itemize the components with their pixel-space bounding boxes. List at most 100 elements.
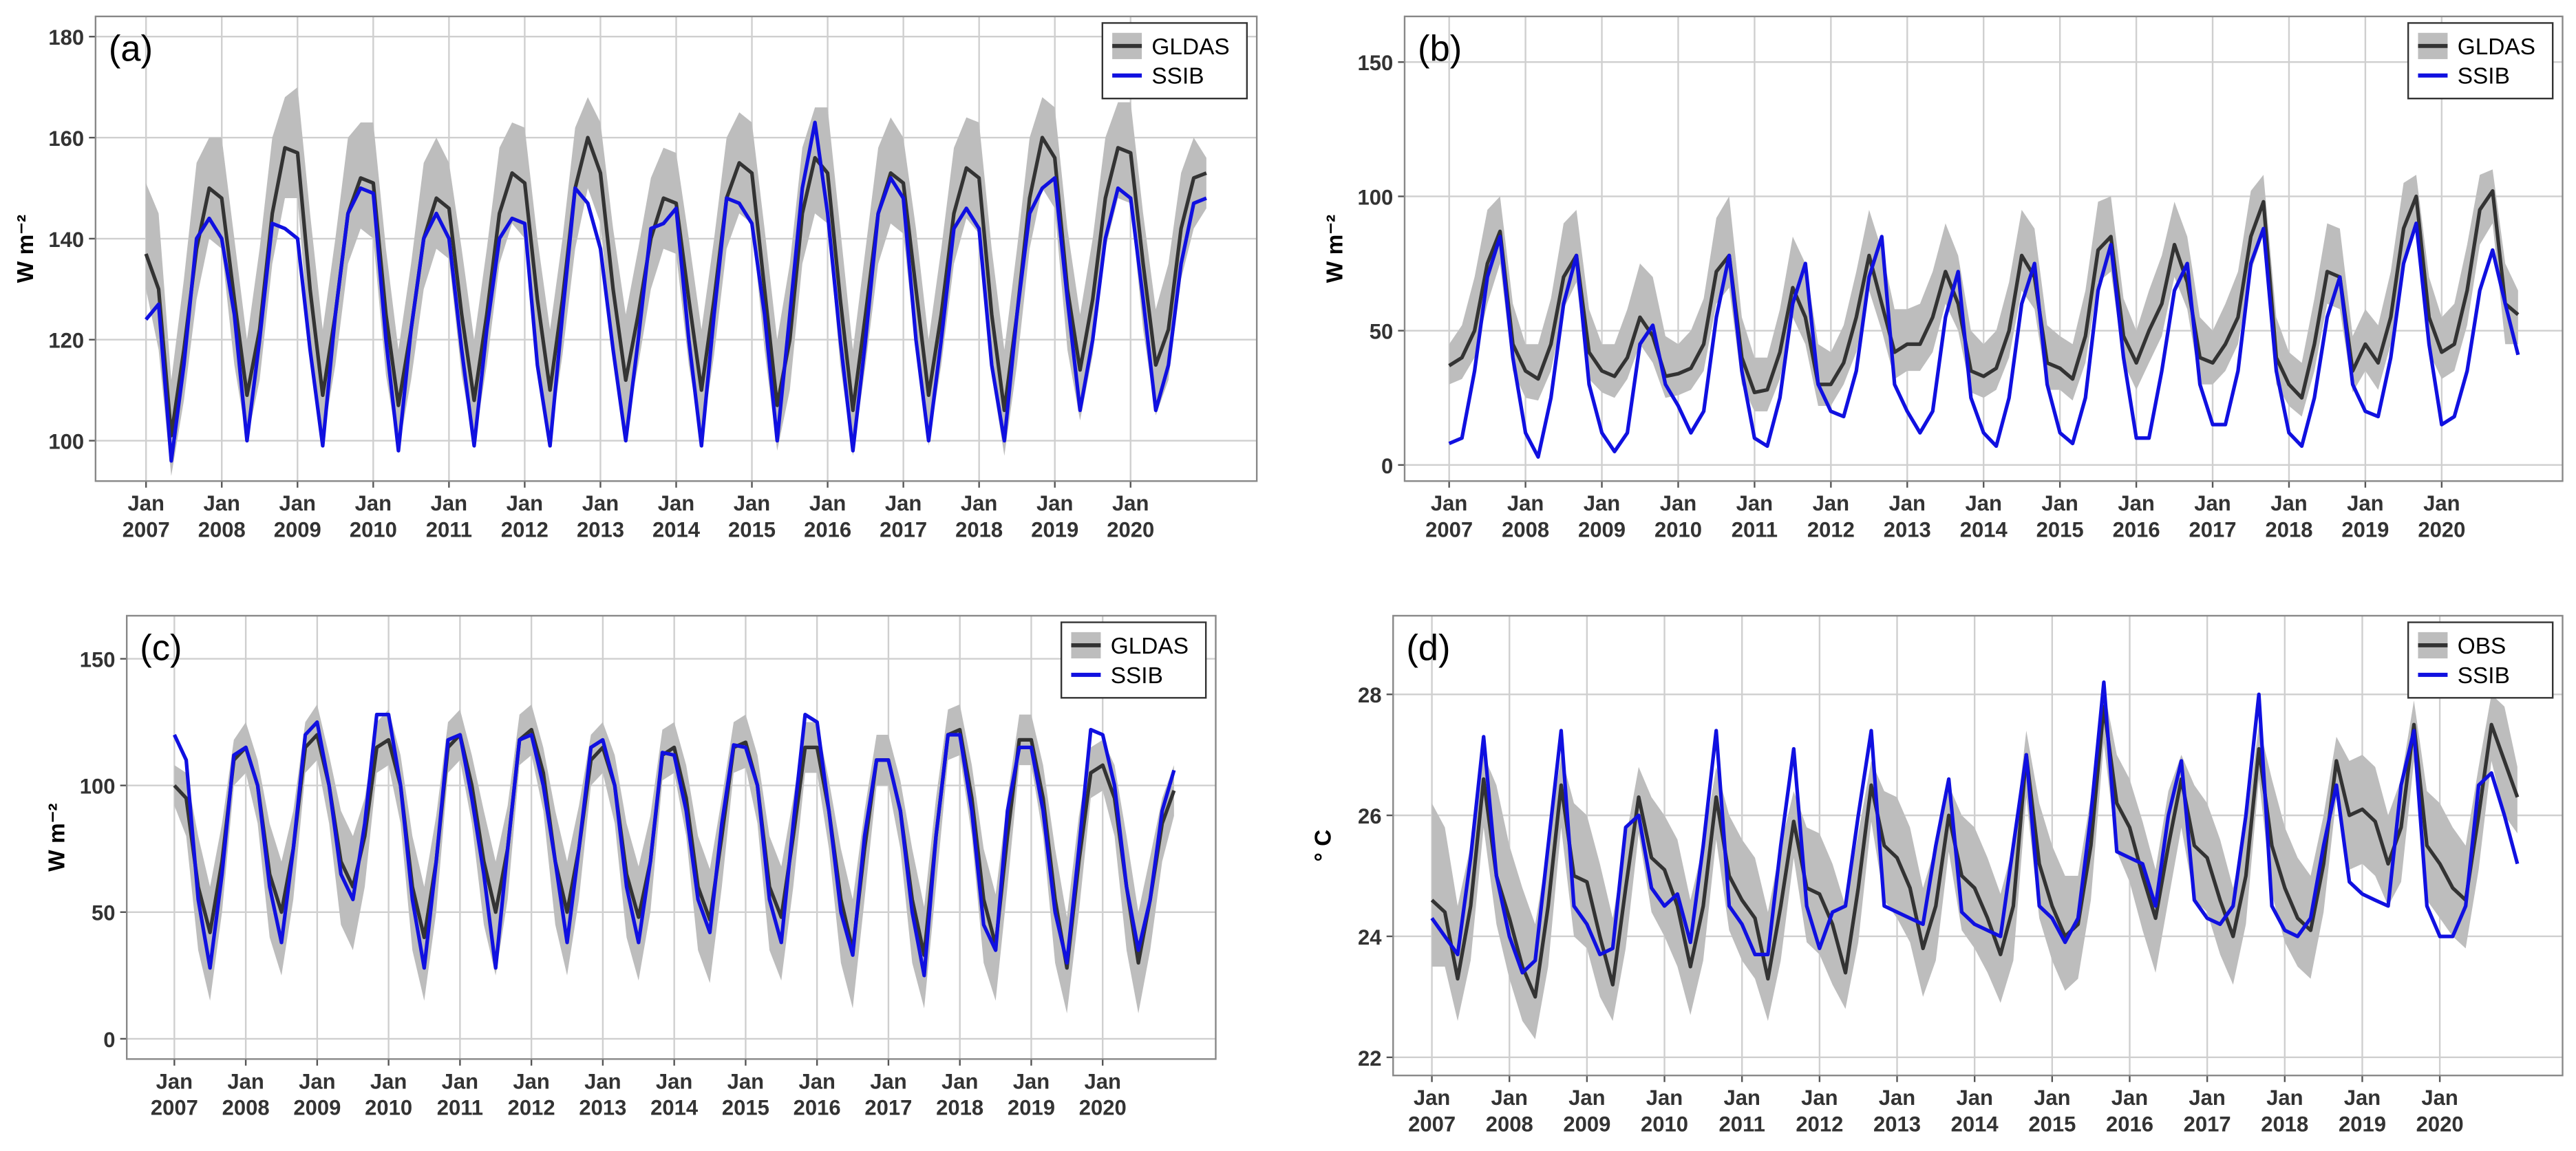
x-tick-label: Jan 2017 bbox=[880, 491, 927, 541]
uncertainty-band bbox=[1449, 169, 2518, 417]
x-tick-year: 2020 bbox=[1107, 517, 1154, 541]
x-tick-label: Jan 2012 bbox=[1796, 1086, 1843, 1136]
x-tick-year: 2009 bbox=[293, 1095, 341, 1119]
x-tick-month: Jan bbox=[1723, 1086, 1760, 1110]
x-tick-month: Jan bbox=[2421, 1086, 2458, 1110]
x-tick-label: Jan 2017 bbox=[2184, 1086, 2231, 1136]
y-tick-label: 100 bbox=[48, 429, 84, 453]
x-tick-month: Jan bbox=[1736, 491, 1773, 515]
x-tick-label: Jan 2011 bbox=[1732, 491, 1778, 541]
x-tick-label: Jan 2019 bbox=[1031, 491, 1078, 541]
x-tick-month: Jan bbox=[1584, 491, 1620, 515]
y-tick-label: 150 bbox=[80, 648, 116, 672]
x-tick-month: Jan bbox=[431, 491, 467, 515]
x-tick-month: Jan bbox=[1568, 1086, 1605, 1110]
plot-area bbox=[127, 615, 1216, 1059]
x-tick-year: 2008 bbox=[1502, 517, 1549, 541]
y-tick-label: 160 bbox=[48, 127, 84, 151]
y-tick-label: 150 bbox=[1357, 51, 1393, 75]
x-tick-year: 2020 bbox=[1079, 1095, 1127, 1119]
plot-frame bbox=[1403, 15, 2564, 482]
legend: GLDAS SSIB bbox=[1060, 621, 1207, 699]
y-tick-label: 100 bbox=[80, 775, 116, 799]
panel-label: (c) bbox=[140, 627, 182, 668]
x-tick-label: Jan 2014 bbox=[652, 491, 701, 541]
x-tick-month: Jan bbox=[507, 491, 543, 515]
y-tick-label: 120 bbox=[48, 329, 84, 353]
x-tick-year: 2013 bbox=[1873, 1112, 1921, 1136]
y-axis-label: W m⁻² bbox=[13, 215, 39, 283]
x-tick-label: Jan 2010 bbox=[1641, 1086, 1688, 1136]
x-tick-month: Jan bbox=[156, 1069, 193, 1093]
x-tick-month: Jan bbox=[941, 1069, 978, 1093]
x-tick-label: Jan 2009 bbox=[293, 1069, 341, 1119]
x-tick-year: 2017 bbox=[880, 517, 927, 541]
legend-label: SSIB bbox=[1111, 663, 1163, 689]
x-tick-year: 2018 bbox=[2261, 1112, 2308, 1136]
x-tick-label: Jan 2019 bbox=[2341, 491, 2389, 541]
x-tick-month: Jan bbox=[584, 1069, 621, 1093]
y-tick-label: 100 bbox=[1357, 185, 1393, 209]
x-tick-label: Jan 2020 bbox=[1079, 1069, 1127, 1119]
x-tick-label: Jan 2016 bbox=[2113, 491, 2160, 541]
x-tick-month: Jan bbox=[1084, 1069, 1120, 1093]
x-tick-label: Jan 2008 bbox=[198, 491, 246, 541]
x-tick-month: Jan bbox=[1036, 491, 1073, 515]
x-tick-month: Jan bbox=[2118, 491, 2154, 515]
x-tick-year: 2012 bbox=[1796, 1112, 1843, 1136]
x-tick-label: Jan 2012 bbox=[1807, 491, 1855, 541]
x-tick-label: Jan 2011 bbox=[437, 1069, 483, 1119]
y-tick-label: 180 bbox=[48, 25, 84, 50]
y-axis-label: ° C bbox=[1311, 830, 1337, 862]
x-tick-year: 2014 bbox=[1951, 1112, 1999, 1136]
x-tick-label: Jan 2012 bbox=[501, 491, 549, 541]
x-tick-month: Jan bbox=[1507, 491, 1544, 515]
x-tick-month: Jan bbox=[2111, 1086, 2148, 1110]
x-tick-year: 2012 bbox=[1807, 517, 1855, 541]
x-tick-year: 2007 bbox=[151, 1095, 198, 1119]
x-tick-year: 2007 bbox=[1425, 517, 1473, 541]
y-tick-label: 22 bbox=[1358, 1046, 1382, 1071]
x-tick-month: Jan bbox=[961, 491, 997, 515]
x-tick-month: Jan bbox=[1889, 491, 1926, 515]
x-tick-month: Jan bbox=[299, 1069, 335, 1093]
y-axis-label: W m⁻² bbox=[44, 804, 70, 872]
legend-label: OBS bbox=[2458, 634, 2506, 659]
uncertainty-band bbox=[1431, 688, 2518, 1040]
x-tick-label: Jan 2013 bbox=[1884, 491, 1931, 541]
x-tick-year: 2017 bbox=[864, 1095, 912, 1119]
y-tick-label: 24 bbox=[1358, 925, 1382, 949]
x-tick-month: Jan bbox=[727, 1069, 764, 1093]
x-tick-month: Jan bbox=[656, 1069, 692, 1093]
x-tick-year: 2018 bbox=[936, 1095, 983, 1119]
x-tick-year: 2007 bbox=[123, 517, 170, 541]
x-tick-month: Jan bbox=[582, 491, 619, 515]
x-tick-month: Jan bbox=[2270, 491, 2307, 515]
legend-label: SSIB bbox=[1151, 64, 1204, 89]
x-tick-year: 2007 bbox=[1408, 1112, 1456, 1136]
x-tick-year: 2014 bbox=[1960, 517, 2008, 541]
x-tick-month: Jan bbox=[442, 1069, 478, 1093]
x-tick-year: 2009 bbox=[1578, 517, 1626, 541]
x-tick-year: 2010 bbox=[1641, 1112, 1688, 1136]
x-tick-label: Jan 2009 bbox=[1563, 1086, 1610, 1136]
x-tick-month: Jan bbox=[2189, 1086, 2225, 1110]
legend-label: SSIB bbox=[2458, 64, 2510, 89]
uncertainty-band bbox=[146, 87, 1206, 476]
x-tick-label: Jan 2018 bbox=[936, 1069, 983, 1119]
x-tick-month: Jan bbox=[2423, 491, 2460, 515]
x-tick-label: Jan 2018 bbox=[2265, 491, 2312, 541]
x-tick-month: Jan bbox=[355, 491, 392, 515]
x-tick-month: Jan bbox=[513, 1069, 549, 1093]
y-tick-label: 50 bbox=[1370, 320, 1394, 344]
x-tick-month: Jan bbox=[1660, 491, 1696, 515]
x-tick-year: 2017 bbox=[2184, 1112, 2231, 1136]
x-tick-label: Jan 2016 bbox=[794, 1069, 841, 1119]
x-tick-year: 2018 bbox=[2265, 517, 2312, 541]
x-tick-year: 2019 bbox=[2341, 517, 2389, 541]
x-tick-label: Jan 2018 bbox=[955, 491, 1003, 541]
